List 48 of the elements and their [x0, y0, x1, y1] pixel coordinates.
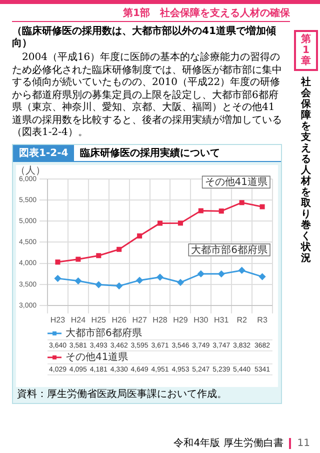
text: 図表1-2-4 [13, 144, 74, 160]
x-tick-label: H27 [132, 314, 148, 324]
point [218, 208, 224, 214]
text: 令和4年版 厚生労働白書 [174, 436, 284, 450]
point [95, 280, 102, 288]
x-tick-label: H29 [173, 314, 188, 324]
x-tick-label: H25 [91, 314, 107, 324]
point [157, 220, 163, 226]
point [259, 272, 266, 280]
point [198, 208, 204, 213]
text: 社会保障を支える人材を取り巻く状況 [301, 77, 311, 264]
point [76, 256, 81, 262]
x-tick-label: H31 [214, 314, 230, 324]
point [96, 252, 102, 258]
point [198, 270, 204, 277]
point [116, 282, 122, 289]
x-tick-label: H28 [152, 314, 168, 324]
x-tick-label: R3 [257, 314, 268, 324]
point [156, 273, 164, 280]
point [178, 220, 183, 226]
legend-label: 大都市部6都府県 [66, 326, 142, 338]
legend-label: その他41道県 [66, 350, 128, 362]
text: 第1部 社会保障を支える人材の確保 [12, 6, 290, 22]
point [54, 274, 61, 282]
text: 2004（平成16）年度に医師の基本的な診療能力の習得のため必修化された臨床研修制度では、研修医が都市部に集中する傾向が続いていたものの、2010（平成22）年度の研修から都道府県別の募集定員の上限を設定し、大都市部6都府県（東京、神奈川、愛知、京都、大阪、福岡）とその他41道県の採用数を比較すると、後者の採用実績が増加している（図表1-2-4）。 [12, 52, 282, 140]
point [55, 259, 60, 264]
chart-title: 臨床研修医の採用実績について [79, 146, 222, 160]
point [239, 200, 244, 205]
text: （臨床研修医の採用数は、大都市部以外の41道県で増加傾向） [12, 26, 277, 50]
point [177, 278, 184, 286]
text: 大都市部6都府県 [191, 244, 268, 256]
text: 第1章 [300, 34, 312, 67]
y-axis-title: （人） [16, 165, 46, 176]
point [116, 246, 122, 252]
text: 資料：厚生労働省医政局医事課において作成。 [16, 388, 228, 402]
point [74, 277, 82, 284]
x-tick-label: H30 [194, 314, 209, 324]
point [218, 270, 225, 277]
point [137, 232, 142, 238]
text: 11 [289, 438, 310, 448]
point [238, 266, 246, 274]
x-tick-label: H26 [112, 314, 127, 324]
x-tick-label: H24 [70, 314, 86, 324]
x-tick-label: R2 [236, 314, 248, 324]
text: その他41道県 [204, 176, 268, 188]
x-tick-label: H23 [50, 314, 66, 324]
point [260, 204, 265, 209]
point [136, 276, 143, 284]
